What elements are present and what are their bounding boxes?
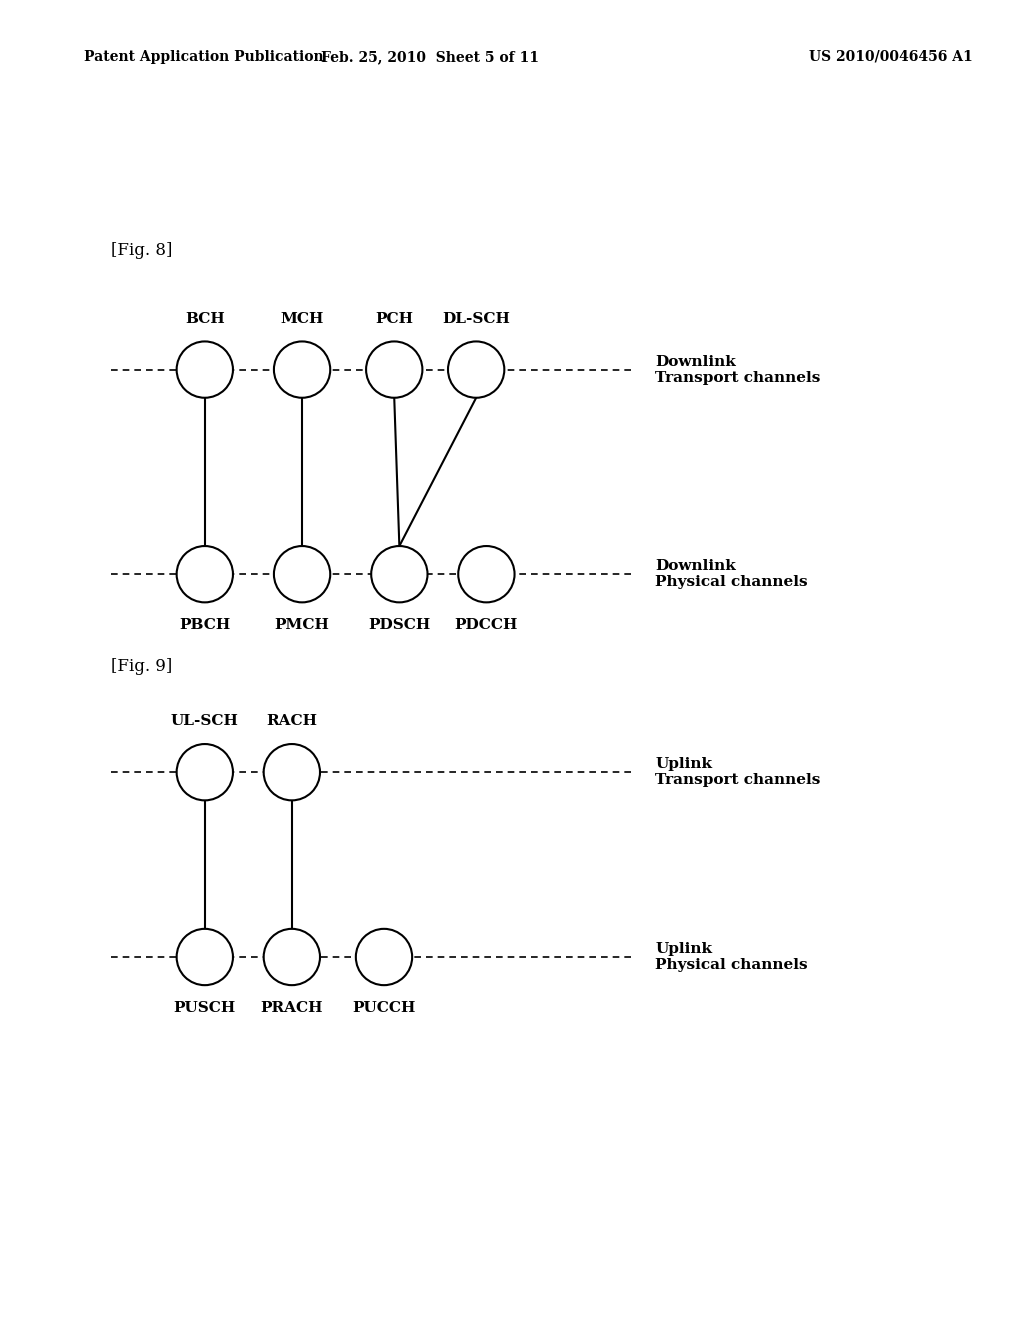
Text: Uplink
Transport channels: Uplink Transport channels [655, 758, 820, 787]
Ellipse shape [177, 929, 233, 985]
Text: DL-SCH: DL-SCH [442, 312, 510, 326]
Text: PMCH: PMCH [274, 618, 330, 632]
Text: PDSCH: PDSCH [369, 618, 430, 632]
Text: PCH: PCH [375, 312, 414, 326]
Text: MCH: MCH [281, 312, 324, 326]
Text: Uplink
Physical channels: Uplink Physical channels [655, 942, 808, 972]
Ellipse shape [263, 744, 319, 800]
Ellipse shape [263, 929, 319, 985]
Text: BCH: BCH [185, 312, 224, 326]
Text: Feb. 25, 2010  Sheet 5 of 11: Feb. 25, 2010 Sheet 5 of 11 [322, 50, 539, 63]
Ellipse shape [449, 342, 505, 397]
Text: UL-SCH: UL-SCH [171, 714, 239, 729]
Text: US 2010/0046456 A1: US 2010/0046456 A1 [809, 50, 973, 63]
Ellipse shape [177, 342, 233, 397]
Ellipse shape [177, 744, 233, 800]
Ellipse shape [177, 546, 233, 602]
Ellipse shape [273, 546, 330, 602]
Text: PDCCH: PDCCH [455, 618, 518, 632]
Text: RACH: RACH [266, 714, 317, 729]
Ellipse shape [367, 342, 423, 397]
Ellipse shape [458, 546, 514, 602]
Text: Downlink
Transport channels: Downlink Transport channels [655, 355, 820, 384]
Text: Patent Application Publication: Patent Application Publication [84, 50, 324, 63]
Text: PUCCH: PUCCH [352, 1001, 416, 1015]
Ellipse shape [371, 546, 428, 602]
Text: [Fig. 8]: [Fig. 8] [111, 243, 172, 259]
Text: [Fig. 9]: [Fig. 9] [111, 659, 172, 675]
Text: Downlink
Physical channels: Downlink Physical channels [655, 560, 808, 589]
Ellipse shape [356, 929, 412, 985]
Text: PRACH: PRACH [260, 1001, 324, 1015]
Text: PBCH: PBCH [179, 618, 230, 632]
Text: PUSCH: PUSCH [174, 1001, 236, 1015]
Ellipse shape [273, 342, 330, 397]
